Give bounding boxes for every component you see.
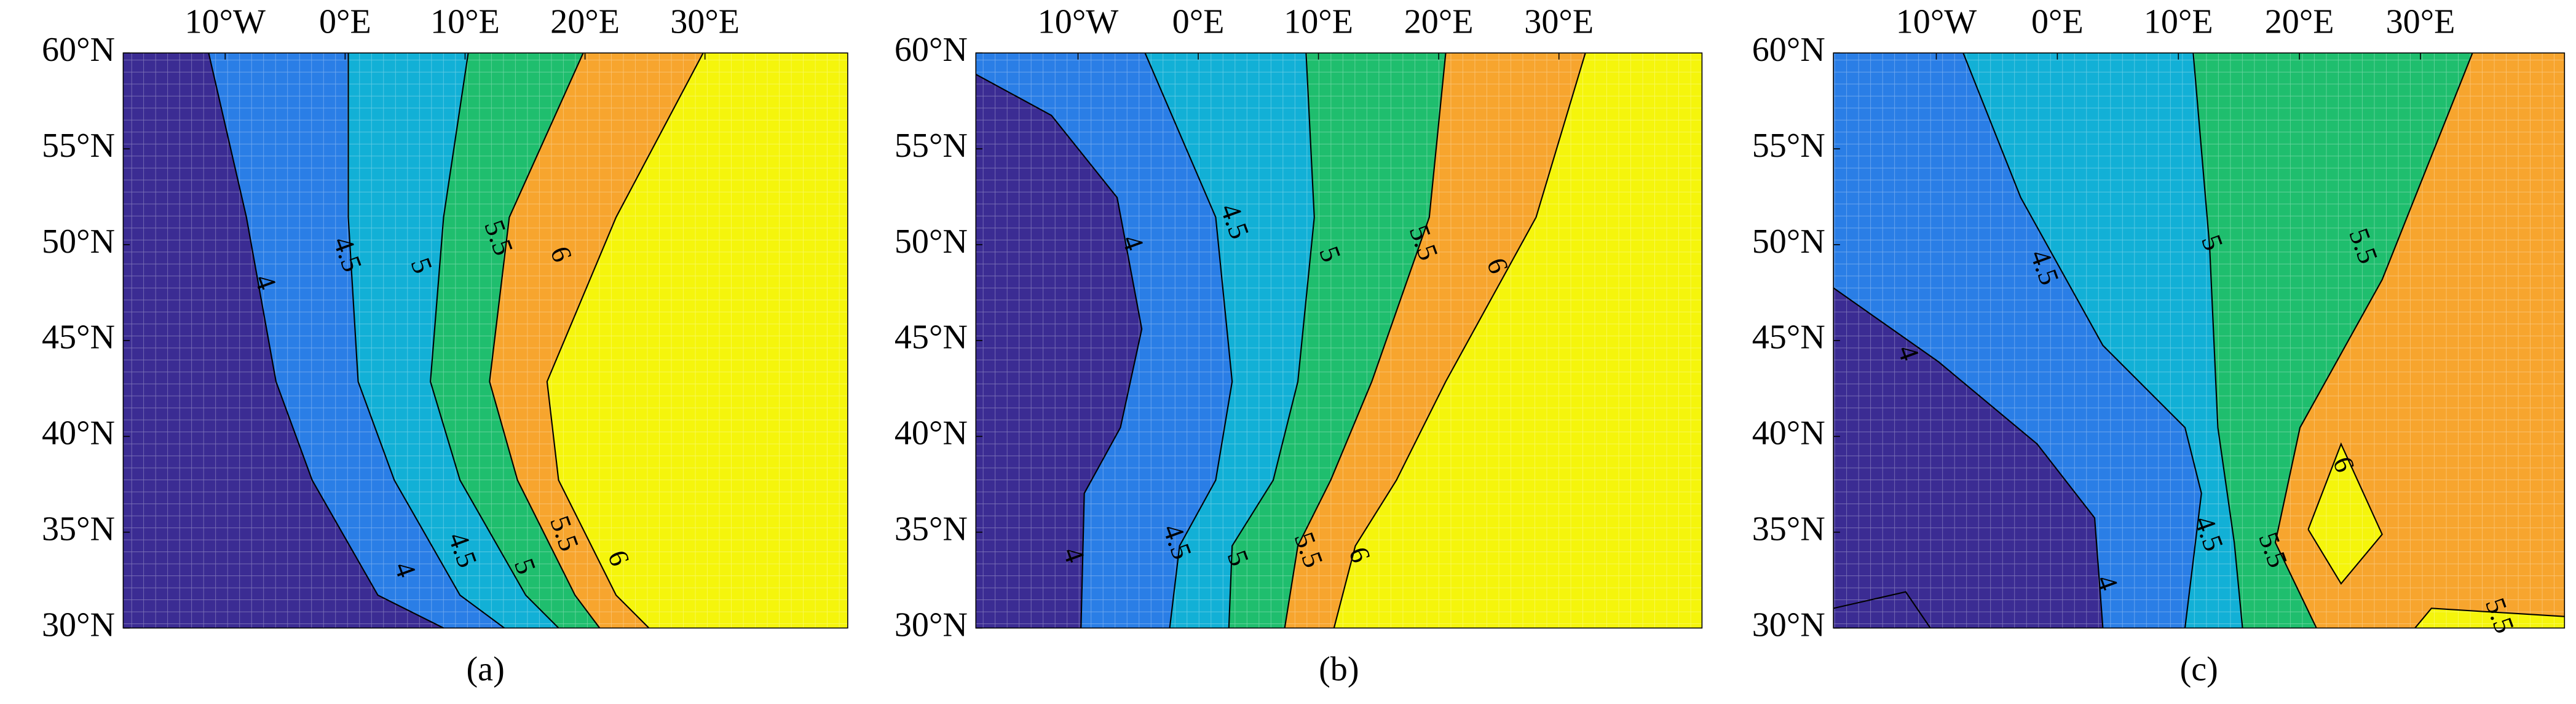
y-tick-label: 35°N <box>895 510 968 548</box>
contour-line <box>2274 52 2473 628</box>
x-tick-label: 0°E <box>2031 3 2084 41</box>
panel-caption: (c) <box>2180 650 2218 688</box>
y-tick-label: 50°N <box>42 223 115 261</box>
y-tick-label: 60°N <box>42 31 115 69</box>
contour-line <box>208 52 444 629</box>
contour-line <box>489 52 601 629</box>
y-tick-label: 50°N <box>1752 223 1825 261</box>
x-tick-label: 10°W <box>1038 3 1119 41</box>
x-tick-label: 10°E <box>1284 3 1353 41</box>
y-tick-label: 40°N <box>42 414 115 453</box>
mesh <box>123 53 848 628</box>
contour-line <box>1833 591 1931 629</box>
x-tick-label: 30°E <box>670 3 740 41</box>
contour-line <box>546 52 704 629</box>
y-tick-label: 45°N <box>895 318 968 357</box>
y-tick-label: 30°N <box>42 606 115 644</box>
y-tick-label: 60°N <box>895 31 968 69</box>
contour-line <box>1962 52 2202 628</box>
x-tick-label: 30°E <box>2386 3 2455 41</box>
mesh <box>1833 53 2565 628</box>
contour-line <box>1333 52 1586 628</box>
mesh <box>976 53 1702 628</box>
y-tick-label: 30°N <box>895 606 968 644</box>
x-tick-label: 0°E <box>319 3 371 41</box>
y-tick-label: 30°N <box>1752 606 1825 644</box>
x-tick-label: 20°E <box>1404 3 1474 41</box>
x-tick-label: 10°E <box>430 3 500 41</box>
x-tick-label: 20°E <box>2265 3 2334 41</box>
contour-line <box>1833 287 2104 628</box>
y-tick-label: 55°N <box>895 127 968 165</box>
x-tick-label: 10°W <box>1896 3 1977 41</box>
y-tick-label: 55°N <box>42 127 115 165</box>
panel-caption: (a) <box>466 650 504 688</box>
contour-line <box>1144 52 1233 628</box>
y-tick-label: 60°N <box>1752 31 1825 69</box>
contour-line <box>430 53 559 629</box>
contour-line <box>347 53 505 629</box>
y-tick-label: 35°N <box>42 510 115 548</box>
y-tick-label: 45°N <box>1752 318 1825 357</box>
contour-line <box>975 73 1143 628</box>
y-tick-label: 55°N <box>1752 127 1825 165</box>
x-tick-label: 10°E <box>2144 3 2213 41</box>
panel-caption: (b) <box>1319 650 1359 688</box>
y-tick-label: 50°N <box>895 223 968 261</box>
x-tick-label: 0°E <box>1172 3 1225 41</box>
y-tick-label: 40°N <box>1752 414 1825 453</box>
y-tick-label: 45°N <box>42 318 115 357</box>
x-tick-label: 10°W <box>184 3 266 41</box>
contour-line <box>1228 53 1315 628</box>
contour-line <box>2414 607 2565 629</box>
contour-line <box>1284 53 1447 628</box>
x-tick-label: 20°E <box>550 3 620 41</box>
contour-line <box>2307 442 2383 585</box>
y-tick-label: 40°N <box>895 414 968 453</box>
y-tick-label: 35°N <box>1752 510 1825 548</box>
contour-line <box>2192 53 2243 628</box>
x-tick-label: 30°E <box>1524 3 1594 41</box>
